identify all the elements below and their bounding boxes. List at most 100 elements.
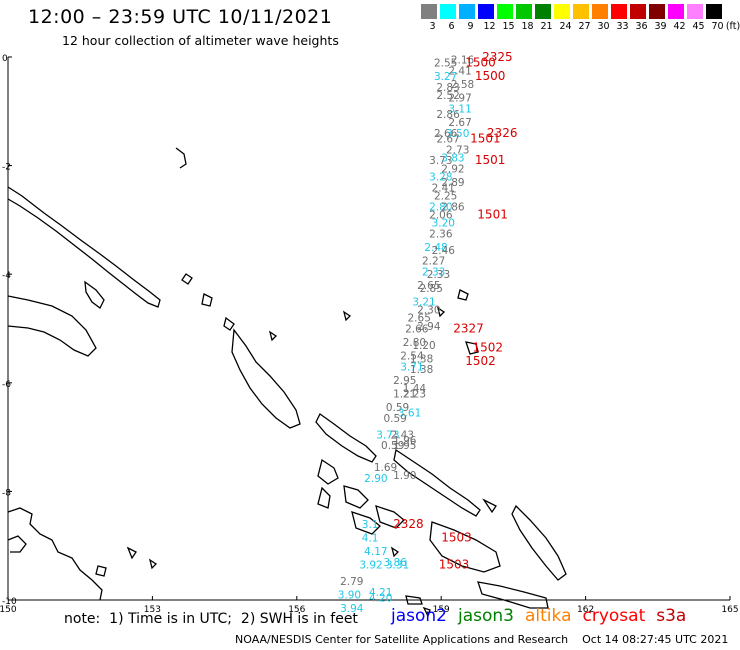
wave-height-label: 3.50: [446, 128, 469, 140]
lon-label: 165: [721, 605, 738, 615]
wave-height-label: 2.23: [403, 389, 426, 401]
track-time-label: 1500: [475, 69, 506, 83]
wave-height-label: 2.33: [427, 269, 450, 281]
wave-height-label: 2.36: [429, 228, 453, 240]
wave-height-label: 1.20: [412, 340, 435, 352]
legend-label: 12: [483, 21, 496, 32]
map-subtitle: 12 hour collection of altimeter wave hei…: [62, 33, 339, 48]
track-time-label: 1502: [472, 341, 503, 355]
wave-height-label: 3.92: [359, 560, 382, 572]
wave-height-label: 1.38: [410, 353, 433, 365]
track-time-label: 1501: [477, 207, 508, 221]
wave-height-label: 2.30: [417, 304, 440, 316]
legend-label: 45: [692, 21, 705, 32]
lon-label: 159: [433, 605, 450, 615]
wave-height-label: 2.94: [417, 321, 441, 333]
wave-height-label: 3.90: [338, 590, 361, 602]
wave-height-label: 2.41: [432, 182, 455, 194]
wave-height-label: 2.52: [436, 90, 459, 102]
wave-height-label: 2.27: [422, 256, 445, 268]
wave-height-label: 1.95: [393, 440, 416, 452]
wave-height-label: 2.92: [441, 163, 464, 175]
wave-height-label: 3.1: [362, 519, 379, 531]
legend-swatch: [573, 4, 589, 19]
wave-height-label: 2.89: [441, 177, 464, 189]
satellite-jason2: jason2: [391, 606, 447, 626]
lat-label: -8: [2, 488, 11, 498]
track-time-label: 1502: [465, 354, 496, 368]
legend-swatch: [478, 4, 494, 19]
wave-height-label: 2.65: [408, 313, 431, 325]
legend-swatch: [554, 4, 570, 19]
track-time-label: 2325: [482, 50, 513, 64]
lat-label: 0: [2, 54, 8, 64]
legend-swatch: [630, 4, 646, 19]
lon-label: 150: [0, 605, 17, 615]
wave-height-label: 0.59: [386, 402, 409, 414]
map-frame: [7, 57, 730, 601]
wave-height-label: 2.54: [400, 351, 424, 363]
wave-height-label: 3.83: [441, 152, 464, 164]
coastline: [7, 147, 567, 618]
track-time-label: 1503: [441, 531, 472, 545]
track-time-label: 1501: [470, 131, 501, 145]
track-time-label: 1501: [475, 153, 506, 167]
satellite-altika: altika: [525, 606, 572, 626]
wave-height-label: 2.85: [420, 283, 443, 295]
legend-swatch: [535, 4, 551, 19]
wave-height-label: 2.16: [451, 55, 475, 67]
legend-label: 3: [429, 21, 436, 32]
wave-height-label: 3.21: [412, 296, 435, 308]
legend-label: 36: [635, 21, 648, 32]
wave-height-label: 1.38: [410, 364, 433, 376]
wave-height-label: 3.28: [429, 171, 452, 183]
wave-height-label: 2.95: [393, 375, 416, 387]
satellite-jason3: jason3: [458, 606, 514, 626]
wave-height-label: 2.80: [403, 337, 426, 349]
legend-swatch: [516, 4, 532, 19]
satellite-cryosat: cryosat: [582, 606, 646, 626]
wave-height-label: 3.71: [400, 362, 423, 374]
satellite-legend: jason2 jason3 altika cryosat s3a: [391, 606, 697, 626]
wave-height-label: 2.43: [391, 429, 414, 441]
legend-label: 21: [540, 21, 553, 32]
lat-label: -6: [2, 380, 11, 390]
wave-height-label: 2.48: [424, 242, 447, 254]
wave-height-label: 2.46: [432, 245, 456, 257]
legend-unit: (ft): [725, 21, 740, 32]
track-time-label: 1500: [465, 55, 496, 69]
wave-height-label: 1.21: [393, 389, 416, 401]
wave-height-label: 1.44: [403, 383, 427, 395]
wave-height-label: 1.96: [393, 435, 417, 447]
wave-height-label: 2.86: [436, 109, 460, 121]
legend-swatch: [592, 4, 608, 19]
wave-height-label: 0.59: [383, 413, 406, 425]
wave-height-label: 2.90: [364, 473, 387, 485]
legend-label: 27: [578, 21, 591, 32]
wave-height-label: 2.58: [451, 79, 474, 91]
lat-label: -2: [2, 163, 11, 173]
legend-label: 33: [616, 21, 629, 32]
lon-label: 153: [144, 605, 161, 615]
legend-label: 6: [448, 21, 455, 32]
legend-label: 30: [597, 21, 610, 32]
wave-height-label: 2.67: [436, 133, 459, 145]
wave-height-label: 3.61: [398, 408, 421, 420]
wave-height-label: 4.20: [369, 592, 392, 604]
wave-height-label: 3.11: [448, 104, 471, 116]
track-time-label: 2328: [393, 517, 424, 531]
wave-height-label: 2.41: [448, 66, 471, 78]
note-text: note: 1) Time is in UTC; 2) SWH is in fe…: [64, 611, 358, 627]
legend-swatch: [497, 4, 513, 19]
footer-credit: NOAA/NESDIS Center for Satellite Applica…: [235, 633, 729, 646]
track-time-label: 2327: [453, 322, 484, 336]
wave-height-label: 2.80: [429, 201, 452, 213]
wave-height-label: 2.55: [434, 57, 457, 69]
wave-height-label: 3.31: [386, 560, 409, 572]
lon-label: 156: [288, 605, 305, 615]
wave-height-label: 2.83: [436, 82, 459, 94]
legend-label: 39: [654, 21, 667, 32]
wave-height-label: 1.90: [393, 470, 416, 482]
wave-height-label: 2.25: [434, 190, 457, 202]
wave-height-label: 2.65: [417, 280, 440, 292]
